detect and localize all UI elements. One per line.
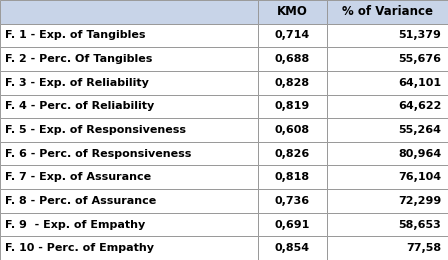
Bar <box>0 95 258 118</box>
Bar <box>258 118 327 142</box>
Bar <box>258 95 327 118</box>
Text: F. 9  - Exp. of Empathy: F. 9 - Exp. of Empathy <box>5 219 146 230</box>
Bar <box>0 189 258 213</box>
Text: 55,264: 55,264 <box>398 125 441 135</box>
Bar <box>327 95 448 118</box>
Text: 0,608: 0,608 <box>275 125 310 135</box>
Bar <box>0 142 258 165</box>
Bar <box>258 236 327 260</box>
Text: KMO: KMO <box>277 5 308 18</box>
Bar <box>258 213 327 236</box>
Text: 0,854: 0,854 <box>275 243 310 253</box>
Text: F. 10 - Perc. of Empathy: F. 10 - Perc. of Empathy <box>5 243 155 253</box>
Text: F. 7 - Exp. of Assurance: F. 7 - Exp. of Assurance <box>5 172 151 182</box>
Bar <box>258 142 327 165</box>
Bar <box>258 24 327 47</box>
Text: 64,101: 64,101 <box>398 78 441 88</box>
Text: 58,653: 58,653 <box>399 219 441 230</box>
Bar <box>327 24 448 47</box>
Text: 77,58: 77,58 <box>406 243 441 253</box>
Bar <box>0 236 258 260</box>
Bar <box>258 47 327 71</box>
Text: 0,714: 0,714 <box>275 30 310 41</box>
Text: 76,104: 76,104 <box>398 172 441 182</box>
Text: 0,688: 0,688 <box>275 54 310 64</box>
Bar <box>0 0 258 24</box>
Bar <box>258 189 327 213</box>
Bar <box>258 0 327 24</box>
Bar <box>0 24 258 47</box>
Text: 0,826: 0,826 <box>275 149 310 159</box>
Text: F. 3 - Exp. of Reliability: F. 3 - Exp. of Reliability <box>5 78 149 88</box>
Text: % of Variance: % of Variance <box>342 5 433 18</box>
Text: F. 4 - Perc. of Reliability: F. 4 - Perc. of Reliability <box>5 101 155 111</box>
Text: 0,818: 0,818 <box>275 172 310 182</box>
Text: 0,828: 0,828 <box>275 78 310 88</box>
Bar <box>327 47 448 71</box>
Text: 51,379: 51,379 <box>398 30 441 41</box>
Text: F. 1 - Exp. of Tangibles: F. 1 - Exp. of Tangibles <box>5 30 146 41</box>
Text: F. 2 - Perc. Of Tangibles: F. 2 - Perc. Of Tangibles <box>5 54 153 64</box>
Bar <box>258 165 327 189</box>
Bar <box>0 165 258 189</box>
Text: 0,691: 0,691 <box>275 219 310 230</box>
Bar <box>0 47 258 71</box>
Text: 72,299: 72,299 <box>398 196 441 206</box>
Bar <box>0 118 258 142</box>
Bar <box>327 165 448 189</box>
Text: 55,676: 55,676 <box>398 54 441 64</box>
Text: 0,819: 0,819 <box>275 101 310 111</box>
Bar <box>327 213 448 236</box>
Bar <box>327 236 448 260</box>
Bar <box>258 71 327 95</box>
Text: 80,964: 80,964 <box>398 149 441 159</box>
Bar <box>327 142 448 165</box>
Bar <box>0 213 258 236</box>
Text: F. 6 - Perc. of Responsiveness: F. 6 - Perc. of Responsiveness <box>5 149 192 159</box>
Bar <box>327 118 448 142</box>
Text: F. 5 - Exp. of Responsiveness: F. 5 - Exp. of Responsiveness <box>5 125 186 135</box>
Bar <box>327 0 448 24</box>
Bar <box>0 71 258 95</box>
Bar <box>327 71 448 95</box>
Bar <box>327 189 448 213</box>
Text: 64,622: 64,622 <box>398 101 441 111</box>
Text: 0,736: 0,736 <box>275 196 310 206</box>
Text: F. 8 - Perc. of Assurance: F. 8 - Perc. of Assurance <box>5 196 157 206</box>
